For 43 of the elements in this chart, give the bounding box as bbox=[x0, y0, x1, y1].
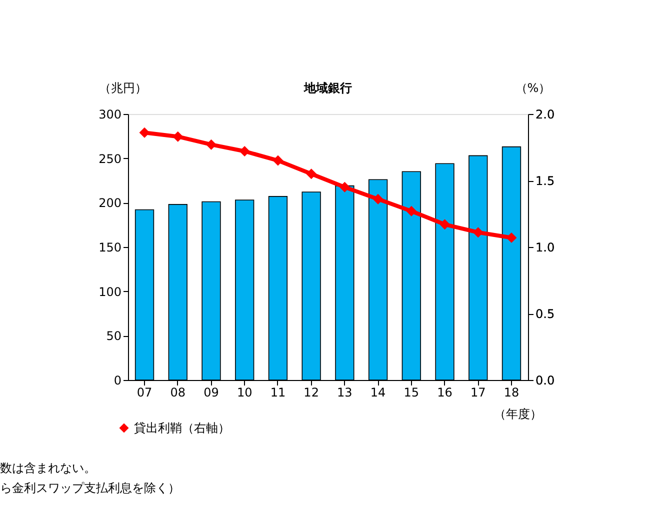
y-axis-title: （兆円） bbox=[99, 81, 147, 95]
y-tick-label: 0 bbox=[114, 374, 122, 388]
x-tick-label: 10 bbox=[236, 386, 252, 400]
y2-tick-label: 0.0 bbox=[536, 374, 555, 388]
y-tick-label: 50 bbox=[106, 329, 122, 344]
x-tick-label: 07 bbox=[136, 386, 152, 400]
point bbox=[272, 155, 284, 166]
x-axis-title: （年度） bbox=[494, 407, 542, 421]
y2-tick-label: 0.5 bbox=[536, 307, 555, 321]
text: 数は含まれない。 bbox=[0, 461, 96, 475]
text: ら金利スワップ支払利息を除く） bbox=[0, 481, 180, 495]
y2-tick-label: 2.0 bbox=[536, 108, 555, 122]
y-tick-label: 200 bbox=[98, 196, 122, 210]
y-tick-label: 100 bbox=[98, 284, 122, 299]
x-tick-label: 08 bbox=[170, 386, 186, 400]
x-tick-label: 13 bbox=[337, 386, 352, 400]
point bbox=[406, 206, 417, 216]
y2-axis-title: （%） bbox=[515, 81, 551, 95]
y-tick-label: 250 bbox=[98, 152, 122, 166]
x-tick-label: 12 bbox=[304, 386, 319, 400]
y-tick-label: 300 bbox=[98, 108, 122, 122]
point bbox=[339, 182, 350, 192]
x-tick-label: 16 bbox=[437, 386, 452, 400]
x-tick-label: 15 bbox=[404, 386, 420, 400]
x-tick-label: 18 bbox=[504, 386, 520, 400]
chart-title: 地域銀行 bbox=[303, 81, 352, 95]
point bbox=[139, 127, 150, 138]
point bbox=[440, 219, 450, 230]
y2-tick-label: 1.0 bbox=[536, 240, 555, 254]
point bbox=[206, 139, 216, 150]
point bbox=[239, 146, 250, 156]
point bbox=[306, 168, 317, 180]
y2-tick-label: 1.5 bbox=[536, 174, 555, 188]
point bbox=[172, 131, 184, 142]
point bbox=[506, 232, 517, 243]
x-tick-label: 17 bbox=[470, 386, 486, 400]
point bbox=[372, 194, 384, 204]
x-tick-label: 14 bbox=[370, 386, 386, 400]
x-tick-label: 09 bbox=[204, 386, 219, 400]
x-tick-label: 11 bbox=[270, 386, 286, 400]
legend-label: 貸出利鞘（右軸） bbox=[134, 421, 230, 435]
point bbox=[472, 227, 484, 238]
y-tick-label: 150 bbox=[98, 240, 122, 254]
